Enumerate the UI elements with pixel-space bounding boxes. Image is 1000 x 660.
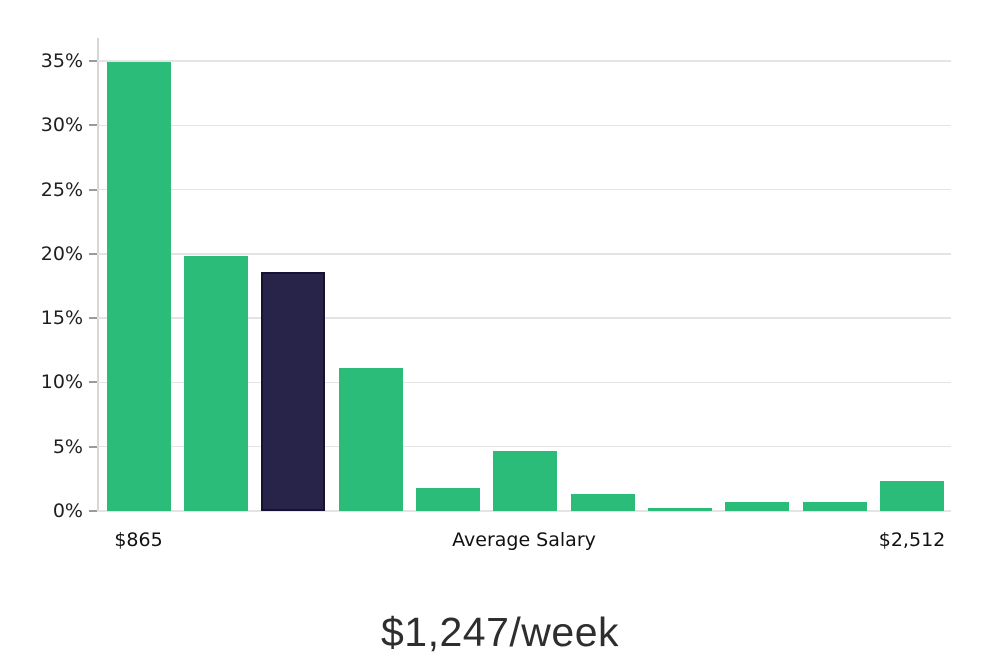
y-tick-mark xyxy=(89,188,97,191)
x-label-max-salary: $2,512 xyxy=(878,529,946,551)
gridline-30% xyxy=(97,124,951,127)
y-tick-label: 35% xyxy=(40,50,83,72)
y-tick-mark xyxy=(89,317,97,320)
gridline-0% xyxy=(97,510,951,512)
y-tick-mark xyxy=(89,510,97,512)
gridline-10% xyxy=(97,381,951,384)
y-tick-label: 0% xyxy=(52,500,83,522)
gridline-35% xyxy=(97,60,951,62)
x-label-min-salary: $865 xyxy=(114,529,163,551)
y-tick-label: 5% xyxy=(52,435,83,458)
y-tick-mark xyxy=(89,252,97,255)
y-tick-mark xyxy=(89,124,97,127)
y-tick-label: 30% xyxy=(40,114,83,137)
histogram-bar xyxy=(415,487,480,511)
gridline-25% xyxy=(97,188,951,191)
y-tick-label: 25% xyxy=(40,178,83,201)
x-label-average-salary: Average Salary xyxy=(452,529,596,551)
y-axis-spine xyxy=(97,38,99,511)
y-tick-label: 10% xyxy=(40,371,83,394)
histogram-bar xyxy=(880,480,944,511)
gridline-15% xyxy=(97,317,951,319)
histogram-bar xyxy=(802,502,867,511)
histogram-bar xyxy=(183,256,248,511)
x-axis-labels: $865 Average Salary $2,512 xyxy=(97,528,951,552)
histogram-bar xyxy=(647,507,712,511)
histogram-bar xyxy=(725,502,790,511)
y-tick-mark xyxy=(89,381,97,384)
histogram-bar-highlighted xyxy=(261,271,326,511)
y-tick-label: 20% xyxy=(40,242,83,265)
plot-area: 0% 5% 10% 15% 20% 25% 30% 35% xyxy=(41,38,951,522)
y-tick-label: 15% xyxy=(40,307,83,330)
histogram-bar xyxy=(106,62,171,511)
gridline-5% xyxy=(97,445,951,448)
y-tick-mark xyxy=(89,445,97,448)
average-weekly-salary-caption: $1,247/week xyxy=(380,609,619,655)
histogram-bar xyxy=(338,368,403,511)
gridline-20% xyxy=(97,253,951,255)
histogram-bar xyxy=(493,450,558,511)
histogram-bar xyxy=(570,494,635,511)
y-tick-mark xyxy=(89,60,97,62)
